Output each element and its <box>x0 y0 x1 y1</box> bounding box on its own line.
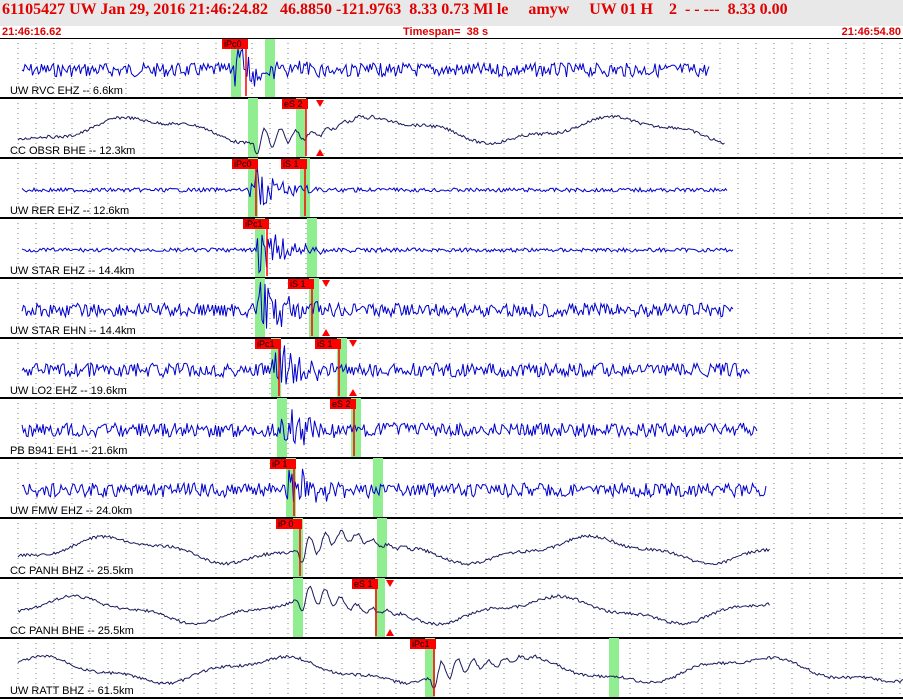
pick-window <box>255 218 265 278</box>
waveform-trace <box>21 234 734 274</box>
pick-label: eS 2 <box>284 99 303 109</box>
pick-flag[interactable] <box>270 459 296 469</box>
pick-marker-icon <box>316 100 324 107</box>
channel-label: UW RER EHZ -- 12.6km <box>10 205 129 217</box>
pick-label: iPc1 <box>245 219 263 229</box>
pick-window <box>265 38 275 98</box>
pick-marker-icon <box>349 389 357 396</box>
waveform-trace <box>17 529 770 566</box>
pick-label: eS 2 <box>332 399 351 409</box>
waveform-trace <box>17 114 725 155</box>
pick-flag[interactable] <box>352 579 378 589</box>
channel-label: UW RVC EHZ -- 6.6km <box>10 85 123 97</box>
channel-label: PB B941 EH1 -- 21.6km <box>10 445 127 457</box>
pick-marker-icon <box>322 329 330 336</box>
pick-window <box>425 638 435 698</box>
waveform-trace <box>17 654 903 689</box>
pick-window <box>286 458 296 518</box>
pick-marker-icon <box>316 149 324 156</box>
pick-label: iPc1 <box>412 639 430 649</box>
pick-flag[interactable] <box>276 519 302 529</box>
event-title: 61105427 UW Jan 29, 2016 21:46:24.82 46.… <box>2 1 788 18</box>
waveform-trace <box>21 409 758 446</box>
waveform-trace <box>21 468 767 503</box>
pick-window <box>248 98 258 158</box>
timespan-label: Timespan= 38 s <box>403 26 489 38</box>
channel-label: CC PANH BHZ -- 25.5km <box>10 565 133 577</box>
pick-flag[interactable] <box>330 399 356 409</box>
pick-flag[interactable] <box>281 159 307 169</box>
pick-window <box>293 518 303 578</box>
pick-window <box>373 458 383 518</box>
pick-label: iPc0 <box>234 159 252 169</box>
pick-marker-icon <box>386 629 394 636</box>
pick-label: iS 1 <box>290 279 306 289</box>
pick-label: eS 1 <box>354 579 373 589</box>
waveform-trace <box>21 282 734 329</box>
pick-flag[interactable] <box>222 39 248 49</box>
channel-label: UW STAR EHZ -- 14.4km <box>10 265 134 277</box>
pick-label: iPc0 <box>224 39 242 49</box>
pick-window <box>609 638 619 698</box>
pick-label: iP 0 <box>278 519 293 529</box>
pick-window <box>296 98 306 158</box>
pick-flag[interactable] <box>255 339 281 349</box>
pick-label: iS 1 <box>317 339 333 349</box>
waveform-trace <box>17 585 770 626</box>
pick-window <box>375 578 385 638</box>
pick-window <box>293 578 303 638</box>
pick-flag[interactable] <box>315 339 341 349</box>
pick-window <box>248 158 258 218</box>
end-time: 21:46:54.80 <box>841 26 901 38</box>
pick-marker-icon <box>386 580 394 587</box>
event-header: 61105427 UW Jan 29, 2016 21:46:24.82 46.… <box>0 0 903 26</box>
pick-window <box>377 518 387 578</box>
waveform-trace <box>21 47 710 87</box>
pick-window <box>255 278 265 338</box>
pick-marker-icon <box>349 340 357 347</box>
channel-label: UW LO2 EHZ -- 19.6km <box>10 385 127 397</box>
pick-window <box>307 218 317 278</box>
start-time: 21:46:16.62 <box>2 26 62 38</box>
pick-flag[interactable] <box>243 219 269 229</box>
channel-label: CC OBSR BHE -- 12.3km <box>10 145 135 157</box>
channel-label: UW STAR EHN -- 14.4km <box>10 325 136 337</box>
seismogram-panel[interactable]: iPc0 UW RVC EHZ -- 6.6km eS 2 CC OBSR BHE -… <box>0 38 903 700</box>
pick-window <box>277 398 287 458</box>
pick-flag[interactable] <box>288 279 314 289</box>
pick-label: iP 1 <box>272 459 287 469</box>
pick-label: iS 1 <box>283 159 299 169</box>
channel-label: CC PANH BHE -- 25.5km <box>10 625 134 637</box>
waveform-trace <box>21 167 728 206</box>
pick-flag[interactable] <box>282 99 308 109</box>
pick-flag[interactable] <box>410 639 436 649</box>
pick-flag[interactable] <box>232 159 258 169</box>
channel-label: UW FMW EHZ -- 24.0km <box>10 505 132 517</box>
waveform-trace <box>21 345 750 385</box>
channel-label: UW RATT BHZ -- 61.5km <box>10 685 134 697</box>
pick-label: iPc1 <box>257 339 275 349</box>
pick-marker-icon <box>322 280 330 287</box>
